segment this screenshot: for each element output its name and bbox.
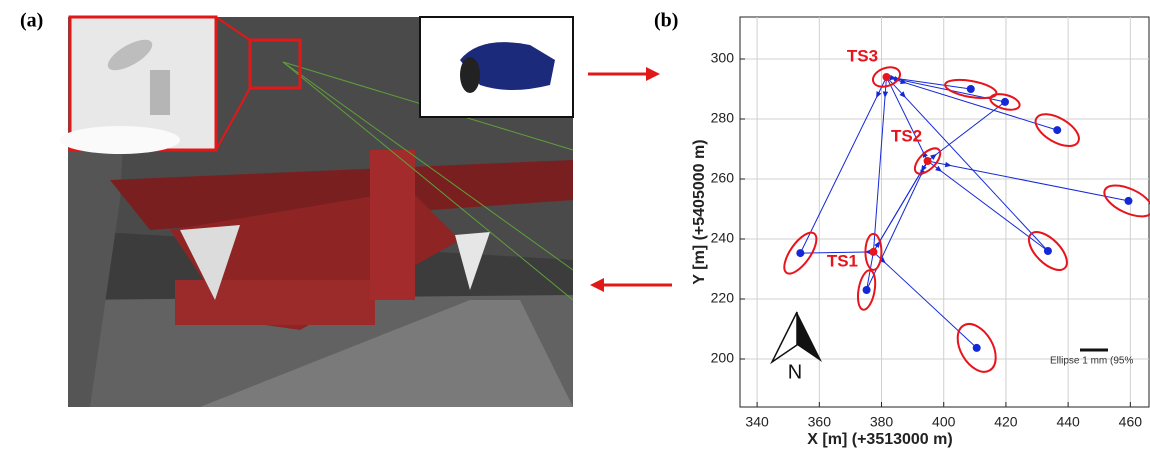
y-tick-label: 260 [711,170,735,186]
x-tick-label: 460 [1119,414,1143,430]
y-axis-label: Y [m] (+5405000 m) [691,139,708,284]
x-tick-label: 420 [994,414,1018,430]
target-point [1053,126,1061,134]
target-point [1124,197,1132,205]
station-point [869,248,877,256]
scale-note: Ellipse 1 mm (95% [1050,356,1133,367]
arrows [588,67,672,292]
y-tick-label: 240 [711,230,735,246]
x-tick-label: 340 [745,414,769,430]
y-tick-label: 200 [711,350,735,366]
x-tick-label: 380 [870,414,894,430]
station-point [882,73,890,81]
panel-label: (a) [20,10,43,32]
station-point [924,157,932,165]
figure: (a) (b) 340 360 380 400 420 440 460 200 220 240 26… [0,0,1150,452]
y-tick-label: 300 [711,50,735,66]
x-axis-label: X [m] (+3513000 m) [807,431,952,448]
x-tick-label: 440 [1056,414,1080,430]
target-point [863,286,871,294]
panel-label: (b) [654,10,678,32]
station-label: TS1 [827,251,858,270]
station-label: TS3 [847,46,878,65]
target-point [973,344,981,352]
target-point [796,249,804,257]
y-tick-label: 220 [711,290,735,306]
north-label: N [788,361,802,383]
x-tick-label: 360 [808,414,832,430]
station-label: TS2 [891,126,922,145]
target-point [967,85,975,93]
target-point [1001,98,1009,106]
y-tick-label: 280 [711,110,735,126]
x-tick-label: 400 [932,414,956,430]
scene-render [60,17,573,407]
target-point [1044,247,1052,255]
